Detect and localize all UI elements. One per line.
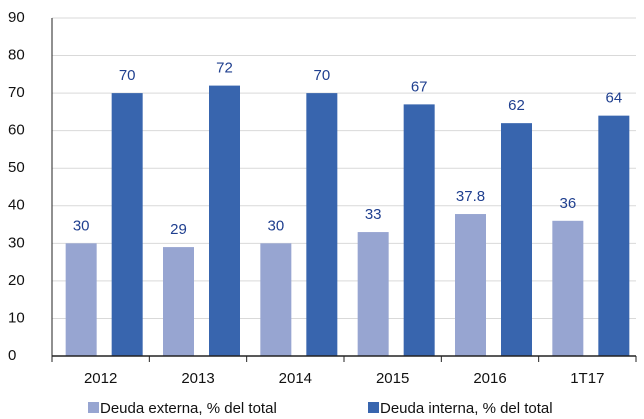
bar [501, 123, 532, 357]
y-tick-label: 0 [8, 347, 16, 364]
value-label: 67 [411, 78, 428, 95]
value-label: 33 [365, 206, 382, 223]
x-tick-label: 2014 [279, 370, 312, 387]
x-tick-label: 2016 [473, 370, 506, 387]
y-tick-label: 50 [8, 159, 25, 176]
value-label: 70 [313, 67, 330, 84]
bar [357, 232, 389, 356]
bar [598, 115, 630, 357]
x-tick-label: 2012 [84, 370, 117, 387]
y-tick-label: 40 [8, 197, 25, 214]
value-label: 36 [559, 195, 576, 212]
x-tick-label: 2015 [376, 370, 409, 387]
bar [111, 93, 143, 356]
bar [455, 214, 486, 356]
y-tick-label: 70 [8, 84, 25, 101]
legend-swatch [88, 402, 99, 413]
bar [260, 243, 292, 356]
value-label: 30 [73, 217, 90, 234]
bar [65, 243, 97, 356]
y-tick-label: 60 [8, 122, 25, 139]
legend-swatch [368, 402, 379, 413]
legend-label: Deuda externa, % del total [100, 400, 277, 417]
y-tick-label: 20 [8, 272, 25, 289]
bar [209, 85, 240, 356]
y-tick-label: 80 [8, 47, 25, 64]
y-tick-label: 90 [8, 9, 25, 26]
y-tick-label: 30 [8, 234, 25, 251]
x-tick-label: 2013 [181, 370, 214, 387]
value-label: 64 [605, 90, 622, 107]
value-label: 62 [508, 97, 525, 114]
bar [552, 220, 584, 356]
y-tick-label: 10 [8, 309, 25, 326]
value-label: 72 [216, 60, 233, 77]
x-tick-label: 1T17 [570, 370, 604, 387]
bar [163, 247, 194, 356]
value-label: 30 [267, 217, 284, 234]
value-label: 37.8 [456, 188, 485, 205]
bar [306, 93, 338, 356]
bar [403, 104, 435, 356]
legend-label: Deuda interna, % del total [380, 400, 553, 417]
value-label: 29 [170, 221, 187, 238]
value-label: 70 [119, 67, 136, 84]
